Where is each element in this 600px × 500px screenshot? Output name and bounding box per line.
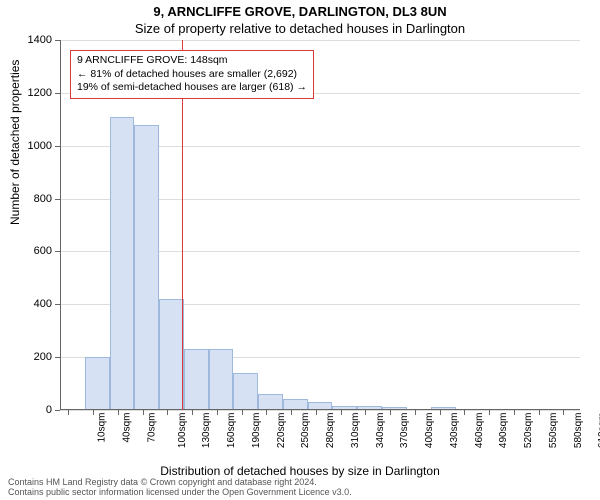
x-tick-label: 310sqm	[350, 413, 361, 449]
plot-area: 020040060080010001200140010sqm40sqm70sqm…	[60, 40, 580, 410]
x-tick	[291, 410, 292, 415]
x-tick-label: 220sqm	[276, 413, 287, 449]
x-tick	[167, 410, 168, 415]
y-tick-label: 1000	[20, 140, 52, 152]
x-tick-label: 550sqm	[548, 413, 559, 449]
histogram-bar	[258, 394, 283, 410]
y-tick-label: 200	[20, 351, 52, 363]
x-tick	[464, 410, 465, 415]
x-tick	[365, 410, 366, 415]
histogram-bar	[110, 117, 135, 410]
x-tick-label: 100sqm	[177, 413, 188, 449]
y-tick-label: 400	[20, 298, 52, 310]
x-tick	[415, 410, 416, 415]
x-axis	[60, 409, 580, 410]
x-tick	[143, 410, 144, 415]
annotation-line: 9 ARNCLIFFE GROVE: 148sqm	[77, 54, 307, 68]
x-tick-label: 430sqm	[449, 413, 460, 449]
footer: Contains HM Land Registry data © Crown c…	[8, 478, 352, 498]
x-tick	[118, 410, 119, 415]
x-tick	[341, 410, 342, 415]
histogram-bar	[184, 349, 209, 410]
y-tick-label: 800	[20, 193, 52, 205]
x-tick-label: 160sqm	[226, 413, 237, 449]
x-axis-title: Distribution of detached houses by size …	[0, 464, 600, 478]
x-tick	[539, 410, 540, 415]
histogram-bar	[134, 125, 159, 410]
annotation-box: 9 ARNCLIFFE GROVE: 148sqm← 81% of detach…	[70, 50, 314, 99]
y-axis	[60, 40, 61, 410]
y-tick-label: 0	[20, 404, 52, 416]
y-tick-label: 600	[20, 245, 52, 257]
x-tick-label: 400sqm	[424, 413, 435, 449]
y-tick	[55, 410, 60, 411]
x-tick-label: 10sqm	[97, 413, 108, 443]
x-tick	[192, 410, 193, 415]
x-tick	[217, 410, 218, 415]
x-tick	[266, 410, 267, 415]
y-tick-label: 1400	[20, 34, 52, 46]
gridline	[60, 40, 580, 42]
title: 9, ARNCLIFFE GROVE, DARLINGTON, DL3 8UN	[0, 0, 600, 19]
annotation-line: ← 81% of detached houses are smaller (2,…	[77, 68, 307, 82]
x-tick	[514, 410, 515, 415]
x-tick-label: 370sqm	[399, 413, 410, 449]
subtitle: Size of property relative to detached ho…	[0, 19, 600, 36]
x-tick	[440, 410, 441, 415]
histogram-bar	[159, 299, 184, 410]
x-tick-label: 520sqm	[523, 413, 534, 449]
x-tick-label: 70sqm	[146, 413, 157, 443]
histogram-bar	[85, 357, 110, 410]
x-tick	[489, 410, 490, 415]
y-tick-label: 1200	[20, 87, 52, 99]
footer-line-2: Contains public sector information licen…	[8, 488, 352, 498]
x-tick-label: 40sqm	[122, 413, 133, 443]
histogram-bar	[209, 349, 234, 410]
x-tick-label: 130sqm	[201, 413, 212, 449]
annotation-line: 19% of semi-detached houses are larger (…	[77, 81, 307, 95]
x-tick	[316, 410, 317, 415]
x-tick	[68, 410, 69, 415]
x-tick-label: 490sqm	[499, 413, 510, 449]
x-tick	[242, 410, 243, 415]
x-tick	[390, 410, 391, 415]
x-tick-label: 580sqm	[573, 413, 584, 449]
x-tick-label: 340sqm	[375, 413, 386, 449]
x-tick	[563, 410, 564, 415]
x-tick-label: 280sqm	[325, 413, 336, 449]
x-tick	[93, 410, 94, 415]
histogram-bar	[233, 373, 258, 410]
x-tick-label: 250sqm	[300, 413, 311, 449]
x-tick-label: 190sqm	[251, 413, 262, 449]
x-tick-label: 460sqm	[474, 413, 485, 449]
